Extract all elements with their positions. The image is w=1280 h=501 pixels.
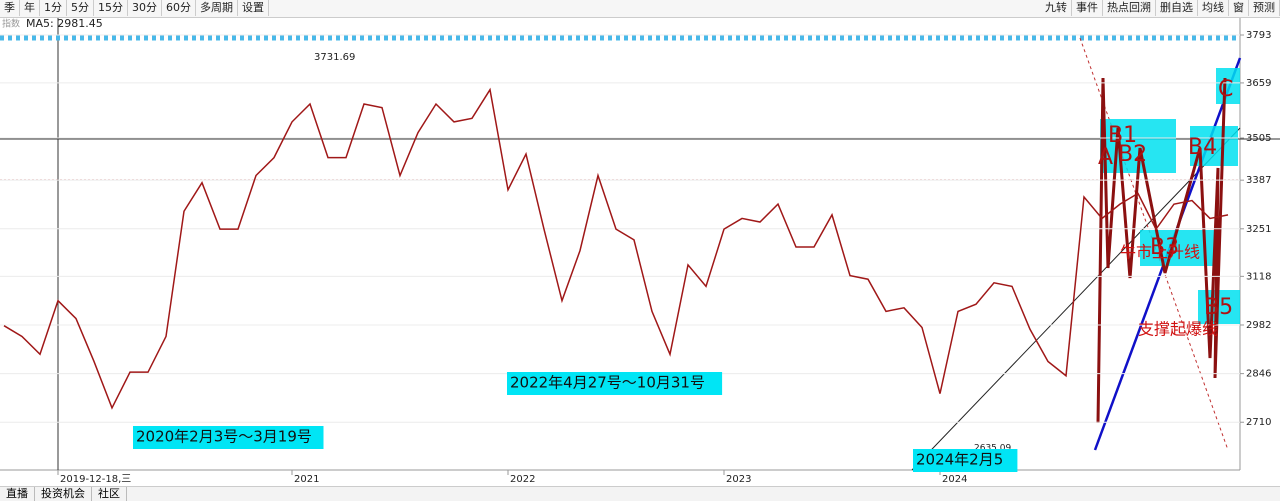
toolbar-button[interactable]: 60分 bbox=[162, 0, 196, 16]
toolbar-button[interactable]: 年 bbox=[20, 0, 40, 16]
price-line bbox=[3, 87, 1229, 410]
x-tick-label: 2024 bbox=[942, 474, 967, 485]
annotation: B4 bbox=[1188, 135, 1217, 160]
x-tick-label: 2022 bbox=[510, 474, 535, 485]
tab[interactable]: 投资机会 bbox=[35, 487, 92, 501]
ma5-label: MA5: 2981.45 bbox=[26, 18, 103, 30]
annotation: B3 bbox=[1150, 235, 1179, 260]
toolbar-button[interactable]: 5分 bbox=[67, 0, 94, 16]
y-tick-label: 3118 bbox=[1246, 271, 1271, 282]
toolbar-button[interactable]: 30分 bbox=[128, 0, 162, 16]
annotation: 支撑起爆线 bbox=[1138, 320, 1218, 339]
y-tick-label: 3793 bbox=[1246, 30, 1271, 41]
toolbar-button[interactable]: 九转 bbox=[1041, 0, 1072, 16]
highlight bbox=[1216, 68, 1240, 104]
toolbar-button[interactable]: 删自选 bbox=[1156, 0, 1198, 16]
chart: 指数 MA5: 2981.45 3793 3659 3505 3387 3251 3118 29… bbox=[0, 18, 1280, 485]
label-bg bbox=[913, 449, 1018, 472]
annotation: C bbox=[1218, 77, 1233, 102]
y-tick-label: 3659 bbox=[1246, 78, 1271, 89]
y-tick-label: 3251 bbox=[1246, 224, 1271, 235]
annotation: 2022年4月27号～10月31号 bbox=[510, 374, 705, 392]
toolbar-button[interactable]: 多周期 bbox=[196, 0, 238, 16]
annotation: B2 bbox=[1118, 142, 1147, 167]
y-tick-label: 3505 bbox=[1246, 133, 1271, 144]
wave-drawing bbox=[1096, 77, 1227, 424]
annotation: A bbox=[1098, 145, 1113, 170]
annotation: B1 bbox=[1108, 123, 1137, 148]
y-tick-label: 3387 bbox=[1246, 175, 1271, 186]
toolbar-button[interactable]: 窗 bbox=[1229, 0, 1249, 16]
bottom-tabs: 直播 投资机会 社区 bbox=[0, 486, 1280, 501]
annotation: 3731.69 bbox=[314, 52, 355, 63]
toolbar-button[interactable]: 1分 bbox=[40, 0, 67, 16]
y-tick-label: 2846 bbox=[1246, 369, 1271, 380]
tab[interactable]: 社区 bbox=[92, 487, 127, 501]
x-tick-label: 2019-12-18,三 bbox=[60, 474, 131, 485]
toolbar-button[interactable]: 热点回溯 bbox=[1103, 0, 1156, 16]
toolbar-button[interactable]: 事件 bbox=[1072, 0, 1103, 16]
label-bg bbox=[507, 372, 723, 395]
annotation: 2635.09 bbox=[974, 444, 1011, 454]
annotation: B5 bbox=[1204, 295, 1233, 320]
header-label: 指数 bbox=[2, 18, 20, 30]
y-tick-label: 2710 bbox=[1246, 417, 1271, 428]
tab[interactable]: 直播 bbox=[0, 487, 35, 501]
x-tick-label: 2023 bbox=[726, 474, 751, 485]
annotation: 2020年2月3号～3月19号 bbox=[136, 428, 312, 446]
label-bg bbox=[133, 426, 324, 449]
toolbar-button[interactable]: 15分 bbox=[94, 0, 128, 16]
annotation: 牛市上升线 bbox=[1120, 243, 1200, 262]
toolbar: 季年 1分 5分 15分 30分 60分 多周期 设置 九转 事件 热点回溯 删自选 均线窗预测 bbox=[0, 0, 1280, 18]
plot-bg bbox=[0, 18, 1240, 468]
annotation: 2024年2月5 bbox=[916, 451, 1003, 469]
y-tick-label: 2982 bbox=[1246, 320, 1271, 331]
toolbar-button[interactable]: 季 bbox=[0, 0, 20, 16]
toolbar-button[interactable]: 设置 bbox=[238, 0, 269, 16]
trend-line bbox=[911, 127, 1241, 471]
toolbar-button[interactable]: 预测 bbox=[1249, 0, 1280, 16]
toolbar-button[interactable]: 均线 bbox=[1198, 0, 1229, 16]
x-tick-label: 2021 bbox=[294, 474, 319, 485]
